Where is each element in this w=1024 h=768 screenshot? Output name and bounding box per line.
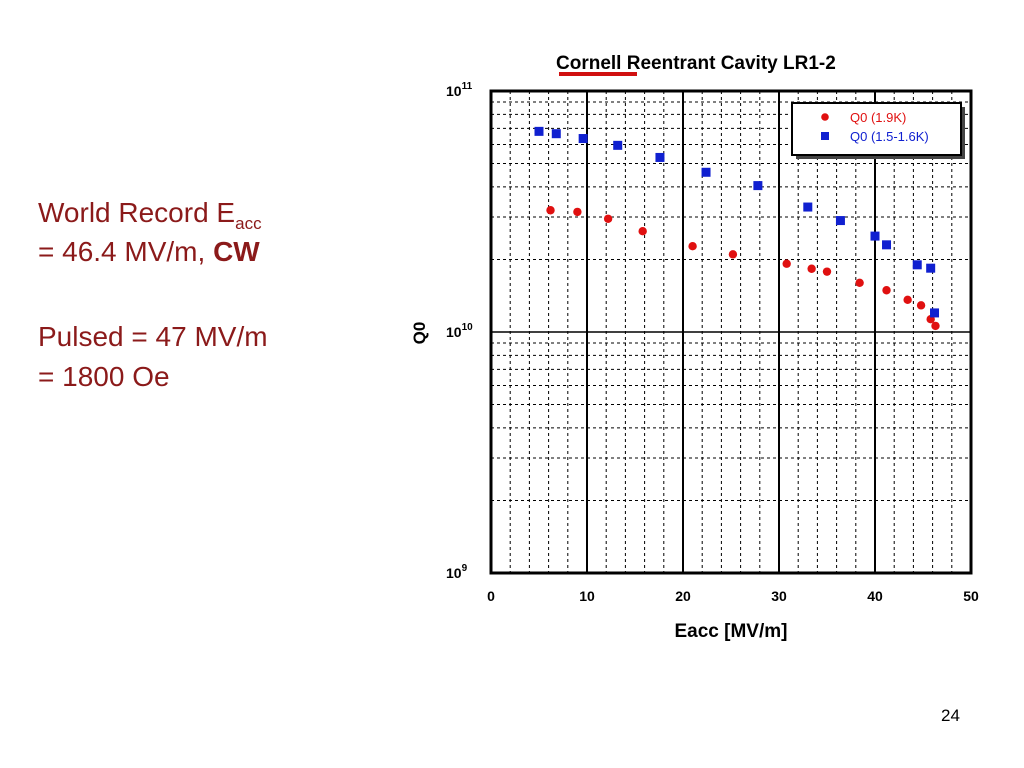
eacc-subscript: acc	[235, 214, 262, 233]
world-record-line-1: World Record Eacc	[38, 196, 262, 233]
data-point-series-1	[688, 241, 697, 251]
x-tick-label: 30	[771, 588, 787, 604]
data-point-series-2	[578, 134, 588, 144]
data-point-series-2	[912, 260, 922, 270]
data-point-series-1	[573, 207, 582, 217]
x-tick-label: 10	[579, 588, 595, 604]
data-point-series-1	[903, 295, 912, 305]
data-point-series-2	[930, 308, 940, 318]
chart-grid	[491, 91, 971, 573]
chart-title-rest: Reentrant Cavity LR1-2	[621, 53, 835, 74]
data-point-series-2	[803, 202, 813, 212]
chart-legend: Q0 (1.9K) Q0 (1.5-1.6K)	[791, 102, 965, 159]
y-tick-label: 1010	[446, 322, 473, 340]
data-point-series-1	[822, 267, 832, 276]
title-underline	[559, 72, 637, 76]
x-tick-label: 0	[487, 588, 495, 604]
world-record-label: World Record E	[38, 197, 236, 228]
cw-label: CW	[213, 236, 260, 267]
legend-marker-series-2	[821, 132, 829, 140]
world-record-value: = 46.4 MV/m,	[38, 236, 214, 267]
data-point-series-2	[655, 152, 665, 162]
chart-title-cornell: Cornell	[556, 53, 621, 74]
pulsed-line-1: Pulsed = 47 MV/m	[38, 321, 268, 352]
data-point-series-1	[728, 250, 738, 259]
legend-label-series-1: Q0 (1.9K)	[850, 110, 906, 125]
y-tick-label: 109	[446, 563, 468, 581]
y-tick-exponent: 11	[462, 81, 473, 92]
legend-box	[791, 102, 962, 156]
y-tick-base: 10	[446, 565, 462, 581]
data-point-series-2	[534, 126, 544, 136]
data-point-series-2	[882, 240, 892, 250]
x-axis-label: Eacc [MV/m]	[675, 621, 788, 642]
chart-title: Cornell Reentrant Cavity LR1-2	[556, 53, 836, 74]
data-point-series-2	[613, 140, 623, 150]
y-tick-exponent: 10	[462, 322, 474, 333]
data-point-series-1	[855, 278, 864, 288]
data-point-series-1	[916, 301, 926, 310]
y-tick-label: 1011	[446, 81, 473, 99]
legend-label-series-2: Q0 (1.5-1.6K)	[850, 129, 929, 144]
x-tick-label: 50	[963, 588, 979, 604]
legend-marker-series-1	[821, 113, 829, 121]
data-point-series-1	[882, 286, 891, 295]
data-point-series-2	[835, 216, 845, 226]
data-point-series-2	[551, 129, 561, 139]
y-axis-label: Q0	[410, 322, 429, 345]
y-tick-base: 10	[446, 83, 462, 99]
data-point-series-1	[807, 264, 816, 273]
data-point-series-1	[603, 214, 613, 223]
plot-frame	[489, 89, 973, 575]
data-point-series-2	[753, 181, 763, 191]
data-point-series-1	[782, 259, 791, 268]
data-point-series-1	[546, 206, 555, 215]
data-point-series-2	[926, 263, 936, 273]
x-tick-label: 20	[675, 588, 691, 604]
page-number: 24	[941, 706, 960, 725]
data-point-series-2	[701, 167, 711, 177]
x-tick-label: 40	[867, 588, 883, 604]
data-point-series-2	[870, 231, 880, 241]
pulsed-line-2: = 1800 Oe	[38, 361, 170, 392]
y-tick-base: 10	[446, 324, 462, 340]
data-point-series-1	[638, 226, 647, 236]
data-point-series-1	[931, 321, 940, 331]
y-tick-exponent: 9	[462, 563, 468, 574]
chart-marks	[534, 126, 940, 331]
world-record-line-2: = 46.4 MV/m, CW	[38, 235, 260, 269]
